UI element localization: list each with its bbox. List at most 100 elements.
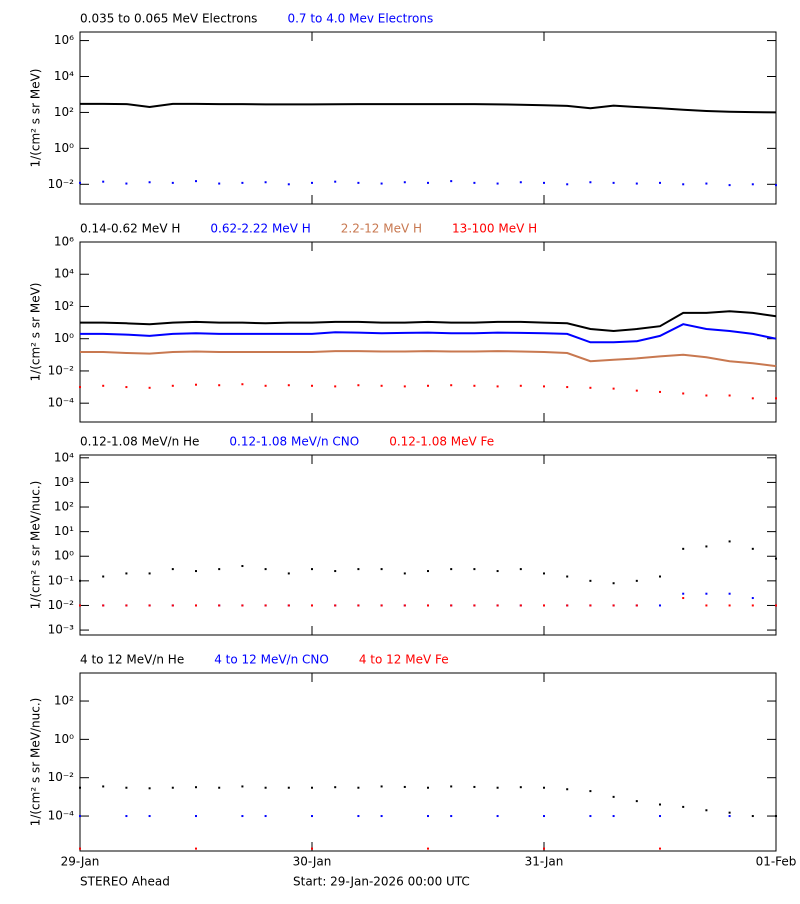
data-point: [311, 786, 313, 789]
data-point: [79, 579, 81, 582]
data-point: [403, 181, 406, 184]
data-point: [589, 579, 592, 582]
plot-frame: [79, 454, 777, 636]
data-point: [751, 547, 754, 550]
y-axis-label: 1/(cm² s sr MeV/nuc.): [29, 481, 43, 610]
y-tick-label: 10⁻²: [48, 770, 75, 784]
data-point: [566, 386, 569, 389]
data-point: [334, 604, 337, 607]
data-point: [427, 384, 429, 387]
data-point: [403, 604, 406, 607]
data-point: [79, 604, 81, 607]
y-tick-label: 10⁻²: [48, 363, 75, 377]
data-point: [264, 786, 267, 789]
data-point: [450, 180, 453, 183]
data-point: [287, 786, 290, 789]
data-point: [705, 182, 708, 185]
y-tick-label: 10⁻²: [48, 598, 75, 612]
y-tick-label: 10⁶: [54, 33, 74, 47]
legend-entry: 13-100 MeV H: [452, 222, 537, 236]
y-tick-label: 10⁴: [54, 69, 74, 83]
data-point: [543, 181, 545, 184]
data-point: [450, 604, 453, 607]
data-point: [682, 547, 685, 550]
data-point: [566, 183, 569, 186]
data-point: [102, 180, 105, 183]
y-tick-label: 10⁴: [54, 450, 74, 464]
data-point: [705, 394, 708, 397]
data-point: [589, 815, 592, 818]
data-point: [566, 575, 569, 578]
data-point: [682, 183, 685, 186]
series-line: [80, 102, 777, 114]
data-point: [450, 384, 453, 387]
data-point: [171, 568, 174, 571]
y-tick-label: 10³: [54, 475, 74, 489]
x-tick-label: 30-Jan: [293, 855, 332, 869]
data-point: [589, 386, 592, 389]
data-point: [659, 847, 661, 850]
data-point: [751, 597, 754, 600]
data-point: [728, 184, 731, 187]
data-point: [427, 847, 429, 850]
data-point: [148, 181, 151, 184]
data-point: [102, 575, 105, 578]
data-point: [380, 815, 383, 818]
y-tick-label: 10⁻⁴: [48, 809, 75, 823]
data-point: [148, 572, 151, 575]
data-point: [195, 604, 197, 607]
data-point: [775, 815, 777, 818]
data-point: [287, 572, 290, 575]
data-point: [311, 815, 313, 818]
data-point: [543, 572, 545, 575]
data-point: [589, 181, 592, 184]
y-tick-label: 10⁶: [54, 235, 74, 249]
data-point: [635, 579, 638, 582]
data-point: [357, 786, 360, 789]
data-point: [357, 604, 360, 607]
data-point: [264, 568, 267, 571]
data-point: [635, 389, 638, 392]
data-point: [751, 815, 754, 818]
data-point: [566, 604, 569, 607]
data-point: [241, 785, 244, 788]
data-point: [125, 572, 128, 575]
data-point: [79, 181, 81, 184]
data-point: [496, 385, 499, 388]
data-point: [218, 182, 221, 185]
data-point: [311, 604, 313, 607]
x-tick-label: 29-Jan: [61, 855, 100, 869]
data-point: [751, 397, 754, 400]
data-point: [125, 386, 128, 389]
legend-entry: 0.12-1.08 MeV Fe: [389, 435, 494, 449]
data-point: [195, 815, 197, 818]
data-point: [427, 604, 429, 607]
data-point: [682, 592, 685, 595]
data-point: [357, 815, 360, 818]
data-point: [473, 568, 476, 571]
data-point: [728, 394, 731, 397]
data-point: [125, 815, 128, 818]
data-point: [171, 604, 174, 607]
data-point: [659, 181, 661, 184]
data-point: [473, 384, 476, 387]
data-point: [79, 786, 81, 789]
data-point: [380, 604, 383, 607]
data-point: [357, 384, 360, 387]
data-point: [102, 384, 105, 387]
x-tick-label: 01-Feb: [756, 855, 797, 869]
data-point: [496, 815, 499, 818]
data-point: [241, 565, 244, 568]
data-point: [612, 387, 615, 390]
legend-entry: 0.7 to 4.0 Mev Electrons: [287, 12, 433, 26]
data-point: [635, 182, 638, 185]
data-point: [311, 847, 313, 850]
data-point: [682, 805, 685, 808]
data-point: [519, 181, 522, 184]
data-point: [450, 785, 453, 788]
y-tick-label: 10²: [54, 105, 74, 119]
data-point: [612, 815, 615, 818]
data-point: [635, 604, 638, 607]
data-point: [427, 570, 429, 573]
y-tick-label: 10⁰: [54, 331, 74, 345]
